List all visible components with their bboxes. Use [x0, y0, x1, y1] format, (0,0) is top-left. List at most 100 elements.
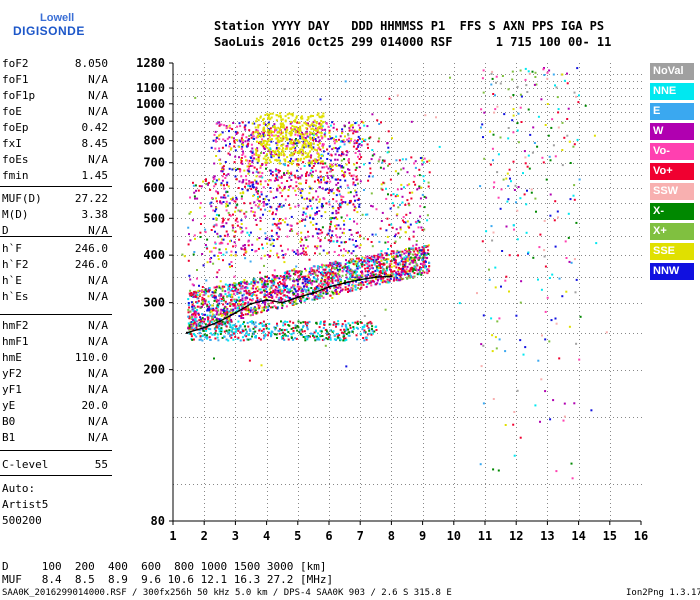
grid-dot	[360, 203, 361, 204]
grid-dot	[579, 87, 580, 88]
grid-dot	[453, 141, 454, 142]
grid-dot	[298, 499, 299, 500]
echo-point	[350, 174, 353, 177]
grid-dot	[485, 81, 486, 82]
grid-dot	[181, 370, 182, 371]
grid-dot	[610, 355, 611, 356]
grid-dot	[454, 399, 455, 400]
grid-dot	[547, 443, 548, 444]
grid-dot	[235, 395, 236, 396]
grid-dot	[349, 370, 350, 371]
grid-dot	[613, 484, 614, 485]
echo-point	[241, 280, 244, 283]
grid-dot	[505, 370, 506, 371]
grid-dot	[579, 115, 580, 116]
grid-dot	[497, 112, 498, 113]
grid-dot	[360, 503, 361, 504]
echo-point	[376, 261, 379, 264]
grid-dot	[561, 188, 562, 189]
grid-dot	[305, 112, 306, 113]
grid-dot	[609, 277, 610, 278]
grid-dot	[625, 255, 626, 256]
grid-dot	[525, 303, 526, 304]
grid-dot	[391, 379, 392, 380]
grid-dot	[593, 104, 594, 105]
grid-dot	[298, 447, 299, 448]
grid-dot	[257, 484, 258, 485]
grid-dot	[225, 121, 226, 122]
grid-dot	[605, 236, 606, 237]
grid-dot	[521, 74, 522, 75]
grid-dot	[391, 95, 392, 96]
grid-dot	[509, 151, 510, 152]
grid-dot	[265, 121, 266, 122]
grid-dot	[409, 96, 410, 97]
grid-dot	[489, 163, 490, 164]
grid-dot	[547, 67, 548, 68]
grid-dot	[329, 81, 330, 82]
grid-dot	[569, 112, 570, 113]
grid-dot	[267, 95, 268, 96]
grid-dot	[557, 484, 558, 485]
grid-dot	[389, 370, 390, 371]
echo-point	[248, 159, 251, 162]
grid-dot	[349, 112, 350, 113]
grid-dot	[301, 96, 302, 97]
grid-dot	[233, 96, 234, 97]
grid-dot	[181, 81, 182, 82]
grid-dot	[360, 307, 361, 308]
echo-point	[419, 256, 422, 259]
grid-dot	[429, 151, 430, 152]
grid-dot	[357, 255, 358, 256]
grid-dot	[329, 391, 330, 392]
grid-dot	[454, 215, 455, 216]
grid-dot	[473, 163, 474, 164]
echo-point	[211, 295, 214, 298]
grid-dot	[485, 515, 486, 516]
grid-dot	[605, 81, 606, 82]
grid-dot	[557, 203, 558, 204]
grid-dot	[405, 218, 406, 219]
grid-dot	[204, 459, 205, 460]
grid-dot	[569, 131, 570, 132]
param-name: h`F	[2, 242, 22, 255]
param-row: yF1 N/A	[2, 382, 108, 398]
grid-dot	[610, 83, 611, 84]
grid-dot	[285, 81, 286, 82]
grid-dot	[353, 112, 354, 113]
grid-dot	[285, 188, 286, 189]
grid-dot	[545, 112, 546, 113]
grid-dot	[433, 277, 434, 278]
grid-dot	[485, 163, 486, 164]
grid-dot	[361, 151, 362, 152]
grid-dot	[516, 119, 517, 120]
grid-dot	[267, 519, 268, 520]
grid-dot	[360, 231, 361, 232]
grid-dot	[360, 499, 361, 500]
grid-dot	[285, 104, 286, 105]
y-tick-label: 800	[143, 134, 165, 148]
echo-point	[259, 291, 262, 294]
grid-dot	[209, 175, 210, 176]
y-tick-label: 1100	[136, 81, 165, 95]
grid-dot	[445, 163, 446, 164]
y-tick-label: 80	[151, 514, 165, 528]
grid-dot	[361, 175, 362, 176]
echo-point	[222, 303, 225, 306]
grid-dot	[641, 188, 642, 189]
grid-dot	[409, 151, 410, 152]
grid-dot	[545, 484, 546, 485]
grid-dot	[269, 81, 270, 82]
grid-dot	[189, 151, 190, 152]
param-name: foE	[2, 105, 22, 118]
echo-point	[215, 317, 218, 320]
grid-dot	[637, 203, 638, 204]
grid-dot	[269, 163, 270, 164]
grid-dot	[549, 96, 550, 97]
grid-dot	[329, 355, 330, 356]
grid-dot	[481, 484, 482, 485]
grid-dot	[241, 112, 242, 113]
echo-point	[366, 143, 369, 146]
grid-dot	[641, 203, 642, 204]
grid-dot	[465, 74, 466, 75]
